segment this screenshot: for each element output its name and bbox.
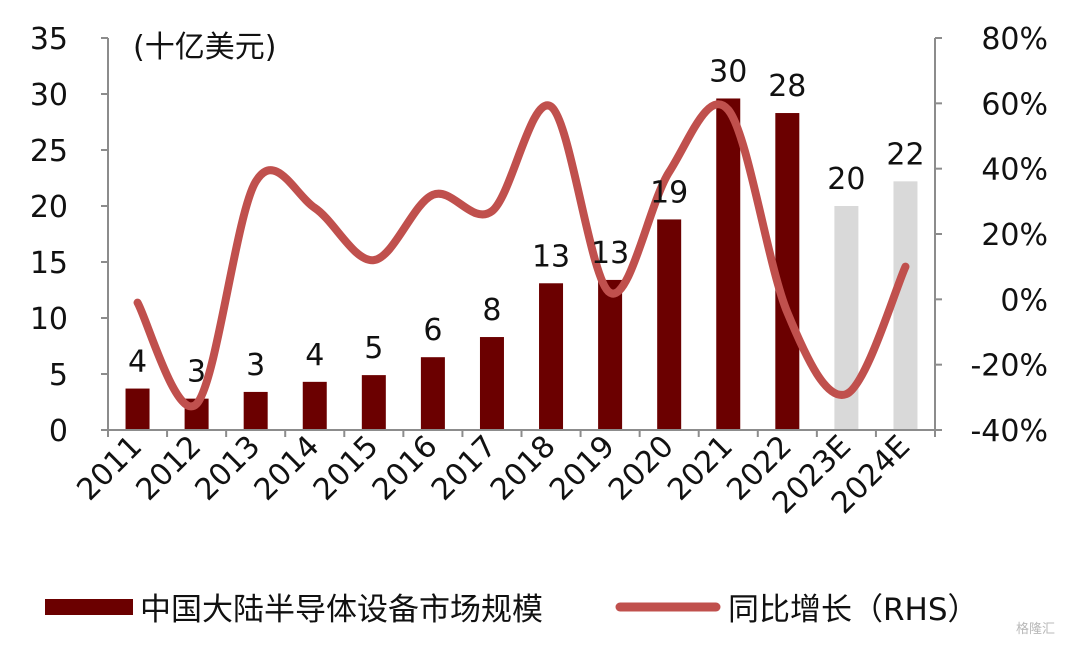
growth-line	[133, 100, 910, 411]
left-tick-label: 25	[30, 134, 68, 169]
growth-point-2022	[786, 311, 788, 313]
data-label-2018: 13	[532, 239, 570, 274]
data-label-2016: 6	[423, 313, 442, 348]
bar-2017	[479, 337, 504, 430]
data-labels: 4 3 3 4 5 6 8 13 13 19 30 28 20 22	[128, 54, 925, 389]
data-label-2020: 19	[650, 175, 688, 210]
bar-2014	[302, 381, 327, 430]
left-tick-label: 5	[49, 358, 68, 393]
x-tick-label: 2013	[189, 429, 268, 508]
legend-line-label: 同比增长（RHS）	[728, 592, 979, 628]
watermark: 格隆汇	[1016, 621, 1055, 637]
right-tick-label: -40%	[970, 414, 1048, 449]
left-tick-label: 20	[30, 190, 68, 225]
right-tick-label: 20%	[981, 218, 1048, 253]
x-tick-label: 2021	[661, 429, 740, 508]
left-tick-label: 10	[30, 302, 68, 337]
data-label-2014: 4	[305, 338, 324, 373]
growth-point-2021	[727, 109, 729, 111]
right-tick-label: 0%	[1000, 283, 1048, 318]
x-tick-label: 2017	[425, 429, 504, 508]
growth-point-2016	[432, 194, 434, 196]
left-tick-label: 30	[30, 78, 68, 113]
data-label-2013: 3	[246, 348, 265, 383]
unit-label: (十亿美元)	[133, 30, 276, 65]
data-label-2011: 4	[128, 345, 147, 380]
x-tick-label: 2011	[70, 429, 149, 508]
data-label-2012: 3	[187, 355, 206, 390]
data-label-2022: 28	[768, 69, 806, 104]
left-tick-label: 15	[30, 246, 68, 281]
right-tick-label: -20%	[970, 349, 1048, 384]
data-label-2015: 5	[364, 331, 383, 366]
bar-2024E	[893, 181, 918, 430]
right-tick-label: 40%	[981, 153, 1048, 188]
left-tick-label: 0	[49, 414, 68, 449]
growth-point-2018	[550, 106, 552, 108]
right-tick-label: 60%	[981, 87, 1048, 122]
bar-2016	[420, 357, 445, 430]
x-tick-label: 2018	[484, 429, 563, 508]
data-label-2024E: 22	[886, 137, 924, 172]
data-label-2021: 30	[709, 54, 747, 89]
data-label-2023E: 20	[827, 162, 865, 197]
x-tick-label: 2016	[366, 429, 445, 508]
growth-point-2013	[255, 181, 257, 183]
x-tick-label: 2014	[248, 429, 327, 508]
bar-2022	[775, 113, 800, 430]
growth-point-2014	[314, 207, 316, 209]
legend: 中国大陆半导体设备市场规模 同比增长（RHS）	[45, 592, 979, 628]
x-tick-label: 2012	[130, 429, 209, 508]
x-tick-label: 2020	[602, 429, 681, 508]
growth-point-2017	[491, 210, 493, 212]
bar-2015	[361, 375, 386, 430]
growth-line-series	[133, 100, 910, 411]
left-tick-label: 35	[30, 22, 68, 57]
growth-point-2011	[137, 302, 139, 304]
growth-point-2019	[609, 292, 611, 294]
growth-point-2012	[196, 403, 198, 405]
bar-2020	[657, 219, 682, 430]
growth-point-2023E	[845, 393, 847, 395]
bar-2011	[125, 388, 150, 430]
bar-series	[125, 98, 918, 430]
legend-bar-swatch	[45, 599, 133, 615]
x-tick-label: 2015	[307, 429, 386, 508]
data-label-2017: 8	[482, 293, 501, 328]
bar-2018	[539, 283, 564, 430]
bar-2019	[598, 279, 623, 430]
data-label-2019: 13	[591, 236, 629, 271]
right-tick-label: 80%	[981, 22, 1048, 57]
legend-bar-label: 中国大陆半导体设备市场规模	[140, 592, 543, 628]
x-tick-label: 2019	[543, 429, 622, 508]
growth-point-2020	[668, 171, 670, 173]
growth-point-2024E	[904, 266, 906, 268]
growth-point-2015	[373, 259, 375, 261]
bar-2021	[716, 98, 741, 430]
bar-2013	[243, 391, 268, 430]
